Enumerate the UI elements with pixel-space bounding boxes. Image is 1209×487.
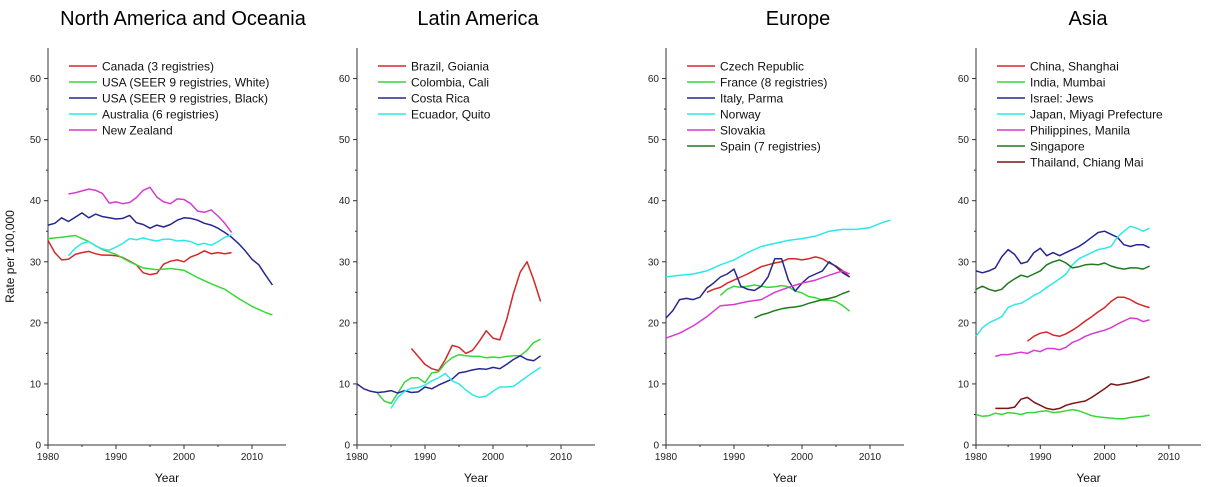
legend-entry: Norway bbox=[720, 108, 761, 122]
panel-4: Asia 0 10 20 30 40 50 60 1980 1990 2000 2010 Year Chi… bbox=[958, 8, 1201, 485]
x-tick-label: 2010 bbox=[241, 452, 264, 463]
series-line-5 bbox=[666, 271, 850, 338]
y-tick-label: 40 bbox=[648, 196, 660, 207]
y-tick-label: 10 bbox=[339, 379, 351, 390]
x-tick-label: 1980 bbox=[655, 452, 678, 463]
y-tick-label: 40 bbox=[958, 196, 970, 207]
legend-entry: Ecuador, Quito bbox=[411, 108, 491, 122]
x-tick-label: 1990 bbox=[105, 452, 128, 463]
x-tick-label: 2000 bbox=[173, 452, 196, 463]
y-tick-label: 40 bbox=[339, 196, 351, 207]
legend-entry: Costa Rica bbox=[411, 92, 470, 106]
y-tick-label: 20 bbox=[30, 318, 42, 329]
legend-entry: Singapore bbox=[1030, 140, 1085, 154]
y-tick-label: 60 bbox=[648, 74, 660, 85]
y-tick-label: 20 bbox=[648, 318, 660, 329]
series-line-3 bbox=[666, 259, 850, 318]
y-tick-label: 30 bbox=[30, 257, 42, 268]
y-tick-label: 60 bbox=[339, 74, 351, 85]
legend-entry: USA (SEER 9 registries, White) bbox=[102, 76, 269, 90]
series-line-6 bbox=[976, 260, 1150, 291]
legend-entry: Australia (6 registries) bbox=[102, 108, 219, 122]
series-line-4 bbox=[976, 226, 1150, 336]
y-tick-label: 0 bbox=[344, 441, 350, 452]
x-tick-label: 1990 bbox=[723, 452, 746, 463]
series-line-2 bbox=[976, 410, 1150, 419]
x-axis-label: Year bbox=[155, 471, 179, 485]
y-tick-label: 60 bbox=[30, 74, 42, 85]
y-tick-label: 30 bbox=[958, 257, 970, 268]
x-tick-label: 2000 bbox=[791, 452, 814, 463]
y-tick-label: 30 bbox=[648, 257, 660, 268]
legend-entry: India, Mumbai bbox=[1030, 76, 1105, 90]
legend-entry: Japan, Miyagi Prefecture bbox=[1030, 108, 1163, 122]
y-tick-label: 20 bbox=[958, 318, 970, 329]
panel-title: North America and Oceania bbox=[60, 8, 307, 30]
y-tick-label: 60 bbox=[958, 74, 970, 85]
x-tick-label: 1990 bbox=[1029, 452, 1052, 463]
legend-entry: Czech Republic bbox=[720, 60, 804, 74]
panel-1: North America and Oceania 0 10 20 30 40 50 60 19… bbox=[3, 8, 307, 485]
panel-title: Europe bbox=[766, 8, 831, 30]
panel-title: Latin America bbox=[417, 8, 539, 30]
x-tick-label: 1990 bbox=[414, 452, 437, 463]
series-line-3 bbox=[48, 213, 272, 285]
x-tick-label: 1980 bbox=[346, 452, 369, 463]
y-tick-label: 40 bbox=[30, 196, 42, 207]
y-tick-label: 50 bbox=[958, 135, 970, 146]
legend-entry: Italy, Parma bbox=[720, 92, 783, 106]
y-tick-label: 20 bbox=[339, 318, 351, 329]
x-axis-label: Year bbox=[464, 471, 488, 485]
legend-entry: Brazil, Goiania bbox=[411, 60, 489, 74]
legend-entry: New Zealand bbox=[102, 124, 173, 138]
y-tick-label: 0 bbox=[35, 441, 41, 452]
legend-entry: Colombia, Cali bbox=[411, 76, 489, 90]
legend-entry: Canada (3 registries) bbox=[102, 60, 214, 74]
series-line-2 bbox=[48, 236, 272, 315]
series-line-5 bbox=[995, 318, 1149, 356]
y-tick-label: 50 bbox=[339, 135, 351, 146]
x-tick-label: 2010 bbox=[550, 452, 573, 463]
y-tick-label: 0 bbox=[653, 441, 659, 452]
series-line-4 bbox=[391, 367, 541, 408]
x-tick-label: 1980 bbox=[37, 452, 60, 463]
x-tick-label: 2000 bbox=[1093, 452, 1116, 463]
legend-entry: Slovakia bbox=[720, 124, 766, 138]
y-tick-label: 50 bbox=[30, 135, 42, 146]
legend-entry: USA (SEER 9 registries, Black) bbox=[102, 92, 268, 106]
series-line-1 bbox=[48, 240, 232, 274]
x-tick-label: 2010 bbox=[859, 452, 882, 463]
y-tick-label: 0 bbox=[963, 441, 969, 452]
y-tick-label: 10 bbox=[958, 379, 970, 390]
x-tick-label: 2000 bbox=[482, 452, 505, 463]
x-tick-label: 1980 bbox=[965, 452, 988, 463]
series-line-3 bbox=[976, 231, 1150, 273]
series-line-7 bbox=[995, 377, 1149, 410]
legend-entry: Philippines, Manila bbox=[1030, 124, 1130, 138]
y-axis-label: Rate per 100,000 bbox=[3, 210, 17, 303]
series-line-5 bbox=[68, 187, 231, 232]
x-tick-label: 2010 bbox=[1158, 452, 1181, 463]
legend-entry: France (8 registries) bbox=[720, 76, 827, 90]
y-tick-label: 10 bbox=[30, 379, 42, 390]
x-axis-label: Year bbox=[1076, 471, 1100, 485]
legend-entry: Israel: Jews bbox=[1030, 92, 1093, 106]
series-line-4 bbox=[666, 220, 890, 277]
panel-3: Europe 0 10 20 30 40 50 60 1980 1990 2000 2010 Year C… bbox=[648, 8, 904, 485]
x-axis-label: Year bbox=[773, 471, 797, 485]
y-tick-label: 30 bbox=[339, 257, 351, 268]
legend-entry: Thailand, Chiang Mai bbox=[1030, 156, 1143, 170]
legend-entry: China, Shanghai bbox=[1030, 60, 1119, 74]
y-tick-label: 10 bbox=[648, 379, 660, 390]
legend-entry: Spain (7 registries) bbox=[720, 140, 821, 154]
panel-2: Latin America 0 10 20 30 40 50 60 1980 1990 2000 20… bbox=[339, 8, 595, 485]
y-tick-label: 50 bbox=[648, 135, 660, 146]
panel-title: Asia bbox=[1069, 8, 1109, 30]
